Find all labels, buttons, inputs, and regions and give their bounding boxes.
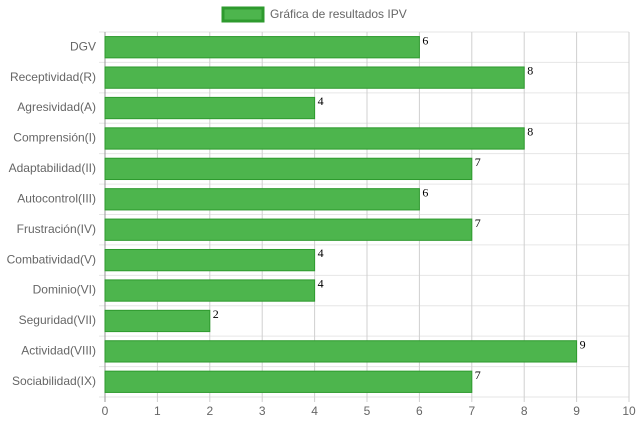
x-tick-label: 0 — [102, 404, 109, 418]
bar — [104, 279, 316, 302]
x-tick-label: 4 — [311, 404, 318, 418]
x-tick-label: 8 — [521, 404, 528, 418]
y-tick-label: Seguridad(VII) — [19, 313, 96, 327]
value-label: 6 — [422, 33, 428, 47]
y-tick-label: Autocontrol(III) — [17, 191, 96, 205]
bar — [104, 188, 420, 211]
value-label: 7 — [475, 368, 481, 382]
value-label: 9 — [580, 337, 586, 351]
x-tick-label: 5 — [364, 404, 371, 418]
value-label: 8 — [527, 125, 533, 139]
bar — [104, 96, 316, 120]
value-label: 4 — [318, 94, 324, 108]
bar — [104, 248, 316, 272]
bar — [104, 157, 473, 181]
bar — [104, 218, 473, 241]
bar — [104, 66, 525, 89]
y-tick-label: Receptividad(R) — [10, 70, 96, 84]
y-tick-label: Frustración(IV) — [17, 222, 96, 236]
y-tick-label: Comprensión(I) — [13, 131, 96, 145]
bar — [104, 340, 578, 363]
legend-label: Gráfica de resultados IPV — [270, 7, 407, 21]
value-label: 4 — [318, 277, 324, 291]
bar — [104, 370, 473, 393]
bar — [104, 127, 525, 150]
x-tick-label: 1 — [154, 404, 161, 418]
y-tick-label: DGV — [70, 39, 96, 53]
value-label: 4 — [318, 246, 324, 260]
value-label: 7 — [475, 216, 481, 230]
y-tick-label: Adaptabilidad(II) — [9, 161, 96, 175]
value-label: 7 — [475, 155, 481, 169]
y-tick-label: Dominio(VI) — [33, 283, 96, 297]
bar — [104, 36, 420, 59]
y-tick-label: Agresividad(A) — [17, 100, 96, 114]
value-label: 6 — [422, 185, 428, 199]
y-tick-label: Sociabilidad(IX) — [12, 374, 96, 388]
x-tick-label: 9 — [573, 404, 580, 418]
x-tick-label: 7 — [468, 404, 475, 418]
y-tick-label: Combatividad(V) — [7, 252, 96, 266]
y-tick-label: Actividad(VIII) — [21, 344, 96, 358]
x-tick-label: 3 — [259, 404, 266, 418]
value-label: 8 — [527, 64, 533, 78]
x-tick-label: 10 — [622, 404, 636, 418]
legend-swatch — [221, 6, 265, 23]
x-tick-label: 6 — [416, 404, 423, 418]
value-label: 2 — [213, 307, 219, 321]
x-tick-label: 2 — [206, 404, 213, 418]
bar — [104, 309, 211, 333]
